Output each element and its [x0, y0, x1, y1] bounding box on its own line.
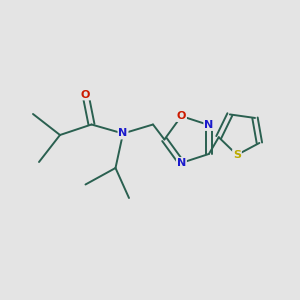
Text: N: N: [177, 158, 186, 168]
Text: N: N: [204, 120, 214, 130]
Text: O: O: [177, 111, 186, 121]
Text: O: O: [81, 89, 90, 100]
Text: N: N: [118, 128, 127, 139]
Text: S: S: [233, 150, 241, 160]
